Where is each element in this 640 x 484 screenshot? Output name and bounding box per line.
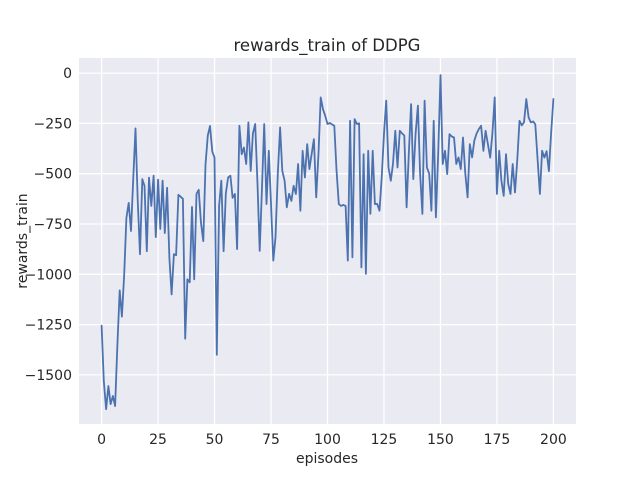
svg-text:150: 150 <box>427 432 454 448</box>
svg-text:0: 0 <box>63 66 72 82</box>
svg-text:−1000: −1000 <box>25 267 72 283</box>
svg-text:−1250: −1250 <box>25 318 72 334</box>
svg-text:−500: −500 <box>34 167 72 183</box>
x-axis-label: episodes <box>296 451 358 467</box>
reward-line <box>100 74 555 411</box>
svg-text:−250: −250 <box>34 116 72 132</box>
svg-text:200: 200 <box>540 432 567 448</box>
svg-text:−1500: −1500 <box>25 368 72 384</box>
svg-text:125: 125 <box>371 432 398 448</box>
svg-text:0: 0 <box>97 432 106 448</box>
y-tick-labels: 0 −250 −500 −750 −1000 −1250 −1500 <box>25 66 72 384</box>
svg-text:175: 175 <box>484 432 511 448</box>
y-axis-label: rewards_train <box>15 193 31 288</box>
svg-text:75: 75 <box>262 432 280 448</box>
x-tick-labels: 0 25 50 75 100 125 150 175 200 <box>97 432 567 448</box>
svg-text:50: 50 <box>206 432 224 448</box>
svg-text:25: 25 <box>149 432 167 448</box>
chart-title: rewards_train of DDPG <box>234 36 421 56</box>
svg-text:100: 100 <box>314 432 341 448</box>
svg-text:−750: −750 <box>34 217 72 233</box>
